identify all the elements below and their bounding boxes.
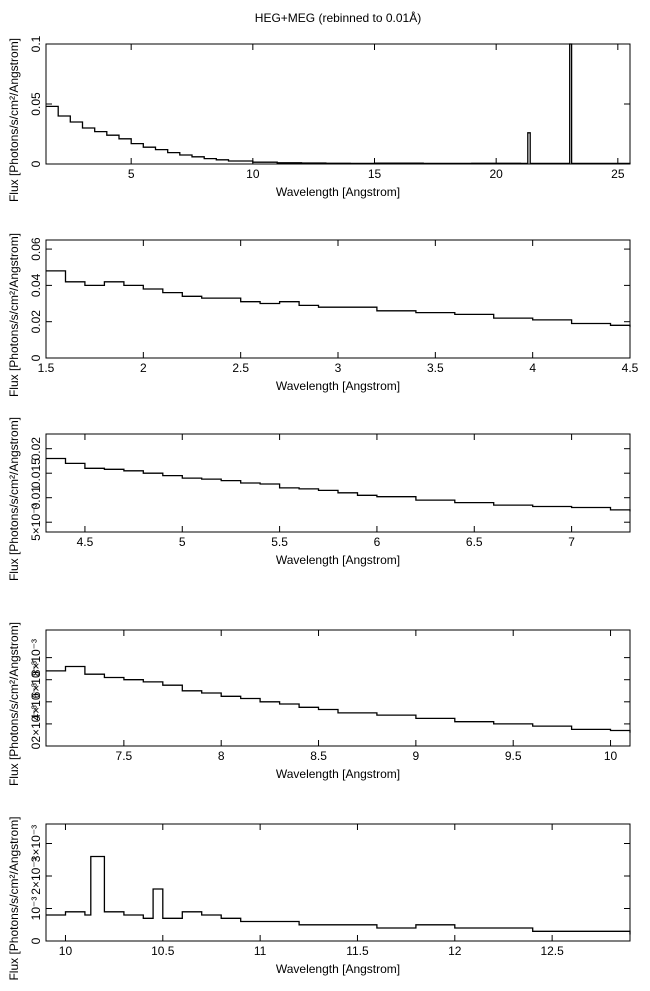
y-axis-label: Flux [Photons/s/cm²/Angstrom] — [7, 622, 21, 786]
x-tick-label: 3.5 — [427, 361, 444, 375]
x-tick-label: 4.5 — [622, 361, 639, 375]
y-tick-label: 0.015 — [29, 458, 43, 488]
y-tick-label: 0.04 — [29, 273, 43, 297]
x-tick-label: 2 — [140, 361, 147, 375]
x-tick-label: 10.5 — [151, 944, 175, 958]
y-tick-label: 4×10⁻³ — [29, 683, 43, 720]
x-tick-label: 9.5 — [505, 749, 522, 763]
chart-title: HEG+MEG (rebinned to 0.01Å) — [255, 10, 421, 25]
x-tick-label: 6 — [374, 535, 381, 549]
x-tick-label: 20 — [489, 167, 503, 181]
x-axis-label: Wavelength [Angstrom] — [276, 962, 400, 976]
panel-4: 7.5 8 8.5 9 9.5 10 02×10⁻³4×10⁻³6×10⁻³8×10⁻³ Wa… — [7, 622, 631, 786]
y-tick-label: 6×10⁻³ — [29, 661, 43, 698]
panel-1: 5 10 15 20 25 0 0.05 0.1 Wavelength [Angstrom] Fl… — [7, 35, 631, 202]
x-axis-label: Wavelength [Angstrom] — [276, 185, 400, 199]
x-tick-label: 4.5 — [77, 535, 94, 549]
x-tick-label: 10 — [59, 944, 73, 958]
x-axis-label: Wavelength [Angstrom] — [276, 553, 400, 567]
y-tick-label: 0.01 — [29, 486, 43, 510]
y-axis-label: Flux [Photons/s/cm²/Angstrom] — [7, 233, 21, 397]
y-axis-label: Flux [Photons/s/cm²/Angstrom] — [7, 417, 21, 581]
x-tick-label: 7.5 — [116, 749, 133, 763]
y-axis-label: Flux [Photons/s/cm²/Angstrom] — [7, 38, 21, 202]
x-tick-label: 7 — [568, 535, 575, 549]
plot-frame — [45, 823, 631, 942]
x-tick-label: 8.5 — [310, 749, 327, 763]
y-tick-label: 0 — [29, 937, 43, 944]
y-tick-label: 0 — [29, 160, 43, 167]
y-tick-label: 2×10⁻³ — [29, 857, 43, 894]
x-axis-label: Wavelength [Angstrom] — [276, 767, 400, 781]
y-tick-label: 0.06 — [29, 237, 43, 261]
x-tick-label: 3 — [335, 361, 342, 375]
x-tick-label: 11 — [254, 944, 267, 958]
panel-2: 1.5 2 2.5 3 3.5 4 4.5 0 0.02 0.04 0.06 Wavelength [… — [7, 233, 639, 397]
x-tick-label: 25 — [611, 167, 625, 181]
x-tick-label: 5.5 — [271, 535, 288, 549]
y-tick-label: 10⁻³ — [29, 897, 43, 921]
x-tick-label: 10 — [604, 749, 618, 763]
x-tick-label: 12 — [448, 944, 462, 958]
x-tick-label: 1.5 — [38, 361, 55, 375]
plot-frame — [45, 239, 631, 359]
y-tick-label: 2×10⁻³ — [29, 705, 43, 742]
x-tick-label: 6.5 — [466, 535, 483, 549]
y-tick-label: 0.02 — [29, 437, 43, 461]
x-tick-label: 11.5 — [346, 944, 369, 958]
x-tick-label: 2.5 — [232, 361, 249, 375]
plot-frame — [45, 629, 631, 747]
x-tick-label: 12.5 — [540, 944, 564, 958]
x-tick-label: 15 — [368, 167, 382, 181]
y-tick-label: 0 — [29, 742, 43, 749]
x-axis-label: Wavelength [Angstrom] — [276, 379, 400, 393]
panel-5: 10 10.5 11 11.5 12 12.5 0 10⁻³ 2×10⁻³3×10⁻³ Wavel… — [7, 816, 631, 981]
data-series-line — [46, 855, 631, 935]
data-series-line — [46, 665, 631, 733]
x-tick-label: 9 — [413, 749, 420, 763]
x-tick-label: 4 — [529, 361, 536, 375]
data-series-line — [46, 270, 631, 328]
plot-frame — [45, 43, 631, 165]
data-series-line — [46, 43, 631, 165]
data-series-line — [46, 457, 631, 512]
y-tick-label: 0.05 — [29, 92, 43, 116]
y-tick-label: 0 — [29, 354, 43, 361]
x-tick-label: 5 — [179, 535, 186, 549]
y-tick-label: 5×10⁻³ — [29, 504, 43, 541]
plot-frame — [45, 433, 631, 533]
y-tick-label: 8×10⁻³ — [29, 639, 43, 676]
x-tick-label: 5 — [128, 167, 135, 181]
y-tick-label: 0.1 — [29, 35, 43, 52]
y-tick-label: 3×10⁻³ — [29, 825, 43, 862]
y-axis-label: Flux [Photons/s/cm²/Angstrom] — [7, 816, 21, 980]
x-tick-label: 8 — [218, 749, 225, 763]
y-tick-label: 0.02 — [29, 310, 43, 334]
x-tick-label: 10 — [246, 167, 260, 181]
